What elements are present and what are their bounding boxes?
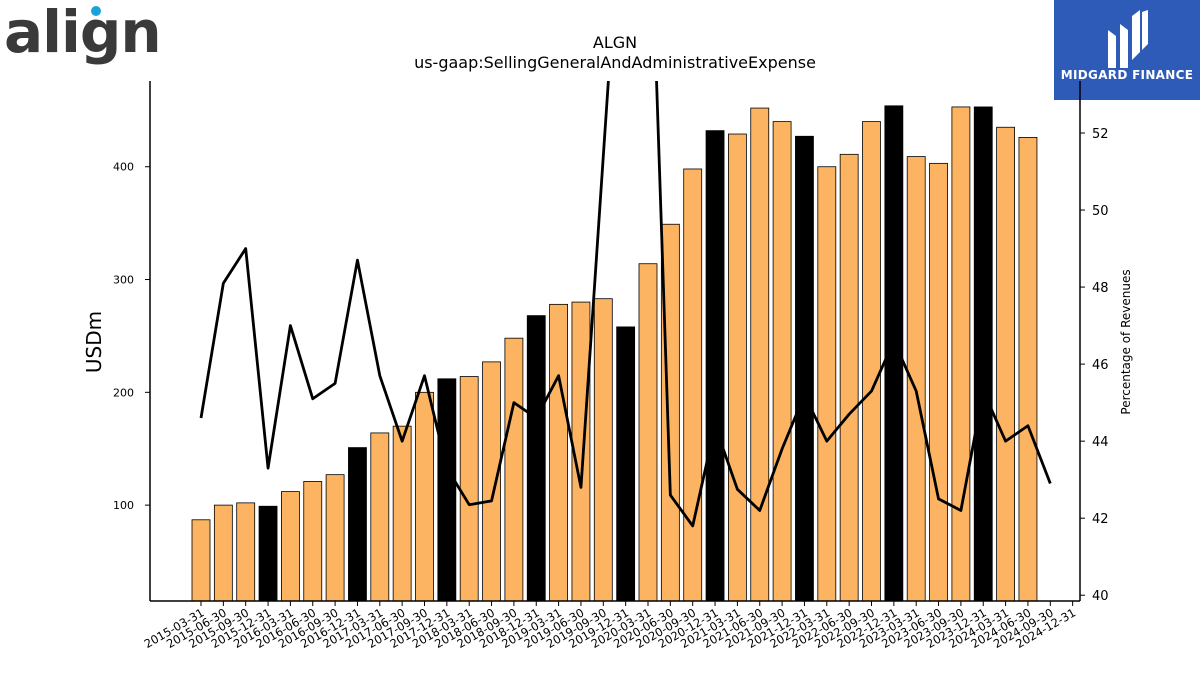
align-logo: align [4,0,162,66]
chart-subtitle: us-gaap:SellingGeneralAndAdministrativeE… [414,53,816,72]
y2-tick-label: 44 [1092,435,1109,450]
bar [705,130,725,602]
bar [616,326,636,602]
bar [750,107,770,602]
bar [348,447,367,602]
bar [325,474,345,602]
bar [280,491,300,602]
bar [973,106,993,602]
bar [862,121,881,602]
bar [526,315,546,602]
pct-revenue-line [199,81,1052,528]
bar-series [191,105,1038,602]
y-tick-label: 200 [113,386,134,399]
bar [795,135,814,602]
y2-tick-label: 46 [1092,358,1109,373]
bar [839,153,859,602]
y-tick-label: 300 [113,274,134,287]
y2-axis-label: Percentage of Revenues [1119,269,1133,414]
y2-tick-label: 52 [1092,127,1109,142]
bar [951,106,971,602]
bar [683,168,703,602]
align-logo-dot [91,6,101,16]
chart-title: ALGN [593,33,637,52]
bar [415,391,434,602]
y2-tick-label: 48 [1092,281,1109,296]
bar [213,504,233,602]
y2-tick-label: 40 [1092,589,1109,604]
bar [996,126,1015,602]
bar [236,502,256,602]
y-tick-label: 400 [113,161,134,174]
bar [504,337,524,602]
bar [482,361,501,602]
bar [817,166,837,602]
y-tick-label: 100 [113,499,134,512]
bar [303,481,323,602]
align-logo-text: align [4,0,162,66]
bar [437,378,457,602]
axes: 100200300400404244464850522015-03-312015… [113,81,1109,651]
y2-tick-label: 42 [1092,512,1109,527]
bar [258,505,278,602]
y2-tick-label: 50 [1092,204,1109,219]
bar [370,432,390,602]
midgard-logo-icon [1108,10,1148,68]
bar [392,425,412,602]
bar [728,133,747,602]
bar [459,376,479,602]
bar [638,263,658,602]
bar [191,519,211,602]
midgard-logo-text: MIDGARD FINANCE [1060,68,1194,82]
line-series [199,81,1052,528]
bar [593,298,613,602]
bar [929,162,948,602]
bar [772,121,792,602]
y-axis-label: USDm [82,311,106,373]
bar [549,303,568,602]
midgard-finance-logo: MIDGARD FINANCE [1054,0,1200,100]
bar [1018,136,1038,602]
